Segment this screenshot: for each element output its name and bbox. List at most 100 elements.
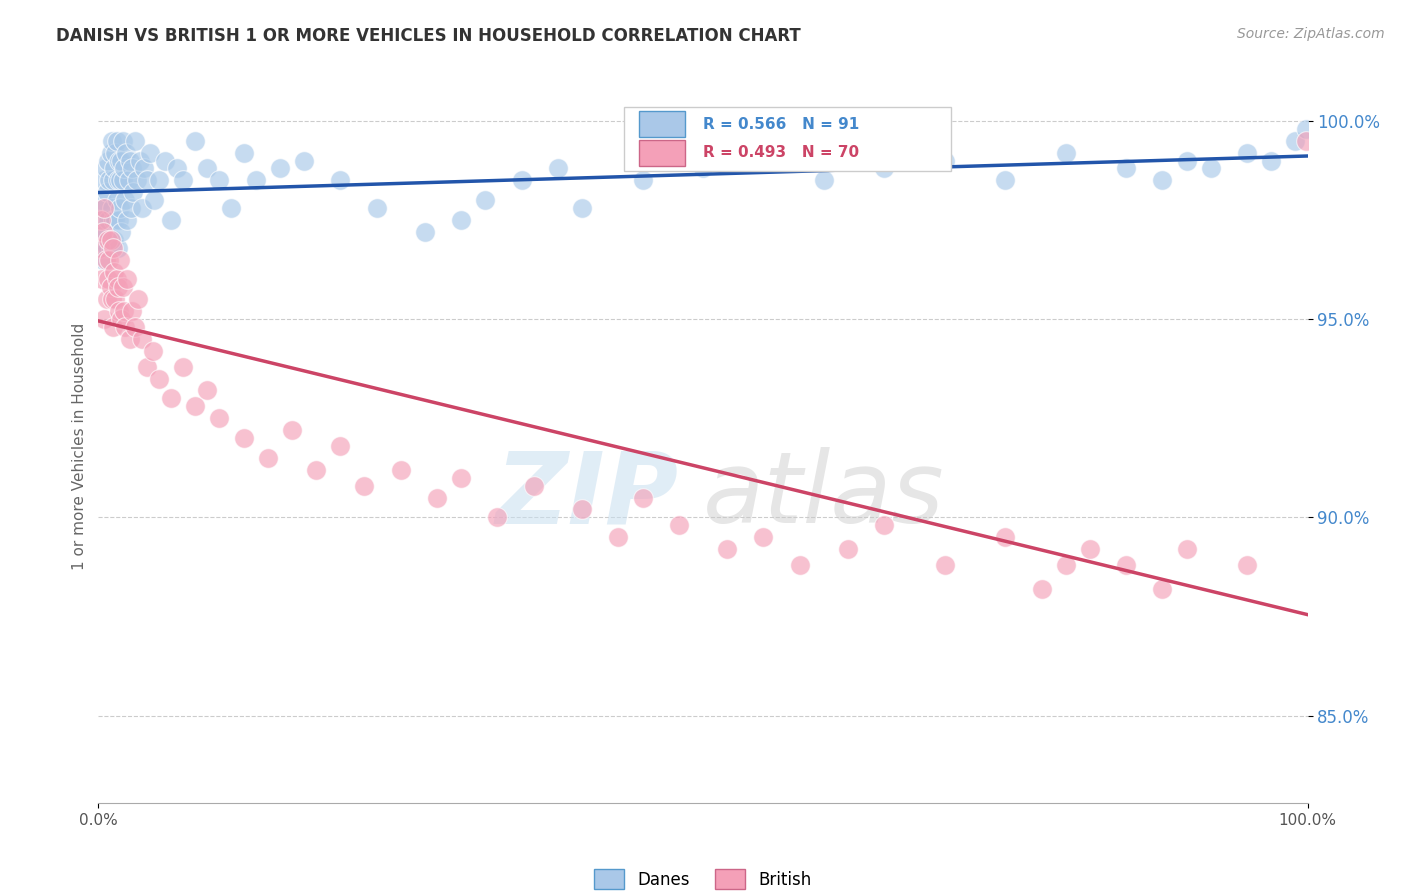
Point [1175,542,1198,557]
Point [93,201,115,215]
Point [1152,173,1174,187]
Point [110,153,132,168]
Point [96,186,118,200]
Point [93,312,115,326]
Text: Source: ZipAtlas.com: Source: ZipAtlas.com [1237,27,1385,41]
Point [160,213,183,227]
Point [104,293,127,307]
Point [101,241,124,255]
Point [101,173,124,187]
Point [571,502,593,516]
Point [837,542,859,557]
Point [100,134,122,148]
Text: ZIP: ZIP [496,448,679,544]
Point [100,201,122,215]
Point [329,439,352,453]
Point [631,491,654,505]
Point [118,153,141,168]
Bar [638,140,685,166]
Point [450,471,472,485]
Point [91,225,114,239]
Point [571,201,593,215]
Point [117,272,139,286]
Point [98,252,121,267]
Point [195,384,218,398]
Point [172,359,194,374]
Point [120,201,142,215]
Point [94,225,117,239]
Point [1078,542,1101,557]
Point [107,241,129,255]
Point [124,320,146,334]
Point [716,542,738,557]
Point [1031,582,1053,596]
Point [134,161,156,176]
Point [110,312,132,326]
Point [1295,121,1317,136]
Point [118,173,141,187]
Point [221,201,243,215]
Point [148,173,170,187]
Point [90,213,112,227]
Point [873,518,896,533]
Point [1175,153,1198,168]
Point [547,161,569,176]
Point [112,161,135,176]
Point [160,392,183,406]
Text: atlas: atlas [703,448,945,544]
Point [1295,134,1317,148]
Point [1054,558,1077,572]
Point [256,450,278,465]
Point [450,213,472,227]
Point [96,241,118,255]
Point [108,153,131,168]
Point [94,161,117,176]
Text: DANISH VS BRITISH 1 OR MORE VEHICLES IN HOUSEHOLD CORRELATION CHART: DANISH VS BRITISH 1 OR MORE VEHICLES IN … [56,27,801,45]
Point [100,280,122,294]
Point [103,233,125,247]
Point [103,161,125,176]
Point [117,213,139,227]
Point [1236,558,1258,572]
Point [104,213,127,227]
Point [474,193,496,207]
Point [100,241,122,255]
Point [91,193,114,207]
Point [208,173,231,187]
Point [143,193,166,207]
Point [128,153,150,168]
Point [91,252,114,267]
Point [107,173,129,187]
Point [104,145,127,160]
Point [353,478,375,492]
Point [94,252,117,267]
Point [98,173,121,187]
Point [103,264,125,278]
Point [108,213,131,227]
Point [105,272,128,286]
Point [1054,145,1077,160]
Point [172,173,194,187]
Point [124,134,146,148]
Point [139,145,162,160]
Point [111,134,134,148]
Y-axis label: 1 or more Vehicles in Household: 1 or more Vehicles in Household [72,322,87,570]
Point [1236,145,1258,160]
Point [486,510,509,524]
Point [97,153,120,168]
Point [121,161,143,176]
Point [131,201,153,215]
Point [114,193,136,207]
Point [305,463,328,477]
Point [873,161,896,176]
Point [97,272,120,286]
Point [122,186,145,200]
Point [90,213,112,227]
Point [752,145,775,160]
Point [329,173,352,187]
Point [245,173,267,187]
Point [100,293,122,307]
Point [93,173,115,187]
Point [813,173,835,187]
Point [366,201,388,215]
